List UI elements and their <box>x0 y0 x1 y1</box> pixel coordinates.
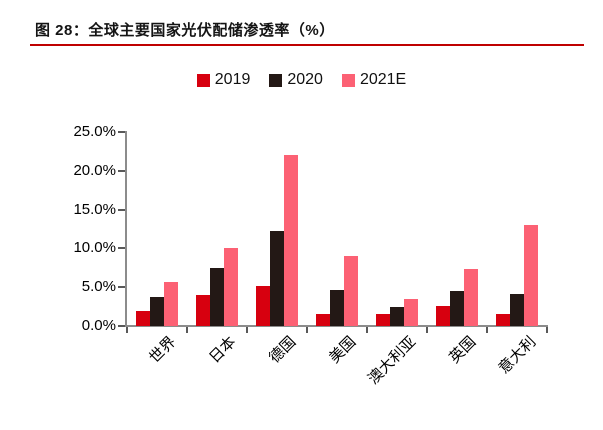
bar-group-英国 <box>427 132 487 326</box>
x-axis-line <box>125 325 548 327</box>
bar-2019-日本 <box>196 295 210 326</box>
x-axis-tick <box>126 327 128 333</box>
x-axis-tick <box>546 327 548 333</box>
bar-2021E-德国 <box>284 154 298 326</box>
legend-label-2020: 2020 <box>287 71 323 88</box>
bar-2020-德国 <box>270 230 284 326</box>
y-axis-tick <box>118 131 125 133</box>
y-axis-label: 15.0% <box>73 200 116 218</box>
legend-swatch-2021E <box>341 73 355 87</box>
bar-2021E-世界 <box>164 281 178 326</box>
legend-item-2019: 2019 <box>196 71 251 88</box>
title-underline <box>30 44 584 46</box>
y-axis-tick <box>118 169 125 172</box>
bar-2020-日本 <box>210 267 224 326</box>
bar-2019-意大利 <box>496 314 510 326</box>
bar-2021E-日本 <box>224 248 238 326</box>
bar-2019-德国 <box>256 286 270 326</box>
x-axis-tick <box>426 327 428 333</box>
bar-group-日本 <box>187 132 247 326</box>
bar-2021E-英国 <box>464 269 478 326</box>
x-axis-label-英国: 英国 <box>446 333 480 367</box>
bar-2020-美国 <box>330 290 344 326</box>
x-axis-label-澳大利亚: 澳大利亚 <box>364 333 420 388</box>
y-axis-label: 10.0% <box>73 239 116 257</box>
x-axis-tick <box>366 327 368 333</box>
legend-item-2021E: 2021E <box>341 71 407 88</box>
y-axis-tick <box>118 325 125 327</box>
y-axis-label: 5.0% <box>81 278 116 296</box>
bar-2019-澳大利亚 <box>376 314 390 326</box>
y-axis-tick <box>118 208 125 211</box>
y-axis-tick <box>118 286 125 289</box>
bar-2020-英国 <box>450 291 464 326</box>
bar-2021E-美国 <box>344 256 358 326</box>
x-axis-label-美国: 美国 <box>326 333 360 367</box>
bar-2019-美国 <box>316 314 330 326</box>
figure-title: 图 28：全球主要国家光伏配储渗透率（%） <box>35 22 335 39</box>
bar-2019-世界 <box>136 310 150 326</box>
y-axis-tick <box>118 247 125 250</box>
x-axis-label-日本: 日本 <box>206 333 240 367</box>
y-axis-line <box>125 131 127 326</box>
legend-swatch-2019 <box>196 73 210 87</box>
x-axis-label-世界: 世界 <box>146 333 180 367</box>
chart-legend: 2019 2020 2021E <box>0 71 603 89</box>
y-axis-label: 0.0% <box>81 317 116 334</box>
bar-group-德国 <box>247 132 307 326</box>
legend-label-2019: 2019 <box>214 71 251 88</box>
x-axis-tick <box>246 327 248 333</box>
bar-2020-澳大利亚 <box>390 306 404 326</box>
x-axis-label-意大利: 意大利 <box>495 333 540 378</box>
x-axis-tick <box>186 327 188 333</box>
y-axis-label: 25.0% <box>73 123 116 140</box>
bar-2021E-意大利 <box>524 225 538 326</box>
legend-item-2020: 2020 <box>269 72 323 88</box>
bar-group-意大利 <box>487 132 547 326</box>
bar-2021E-澳大利亚 <box>404 298 418 326</box>
bar-2020-意大利 <box>510 294 524 326</box>
bar-group-澳大利亚 <box>367 132 427 326</box>
bar-group-世界 <box>127 132 187 326</box>
x-axis-tick <box>486 327 488 333</box>
legend-swatch-2020 <box>269 73 283 87</box>
y-axis-label: 20.0% <box>73 161 116 179</box>
bar-group-美国 <box>307 132 367 326</box>
x-axis-tick <box>306 327 308 333</box>
bar-2019-英国 <box>436 305 450 326</box>
legend-label-2021E: 2021E <box>359 71 407 88</box>
x-axis-label-德国: 德国 <box>266 333 300 367</box>
bar-2020-世界 <box>150 296 164 326</box>
